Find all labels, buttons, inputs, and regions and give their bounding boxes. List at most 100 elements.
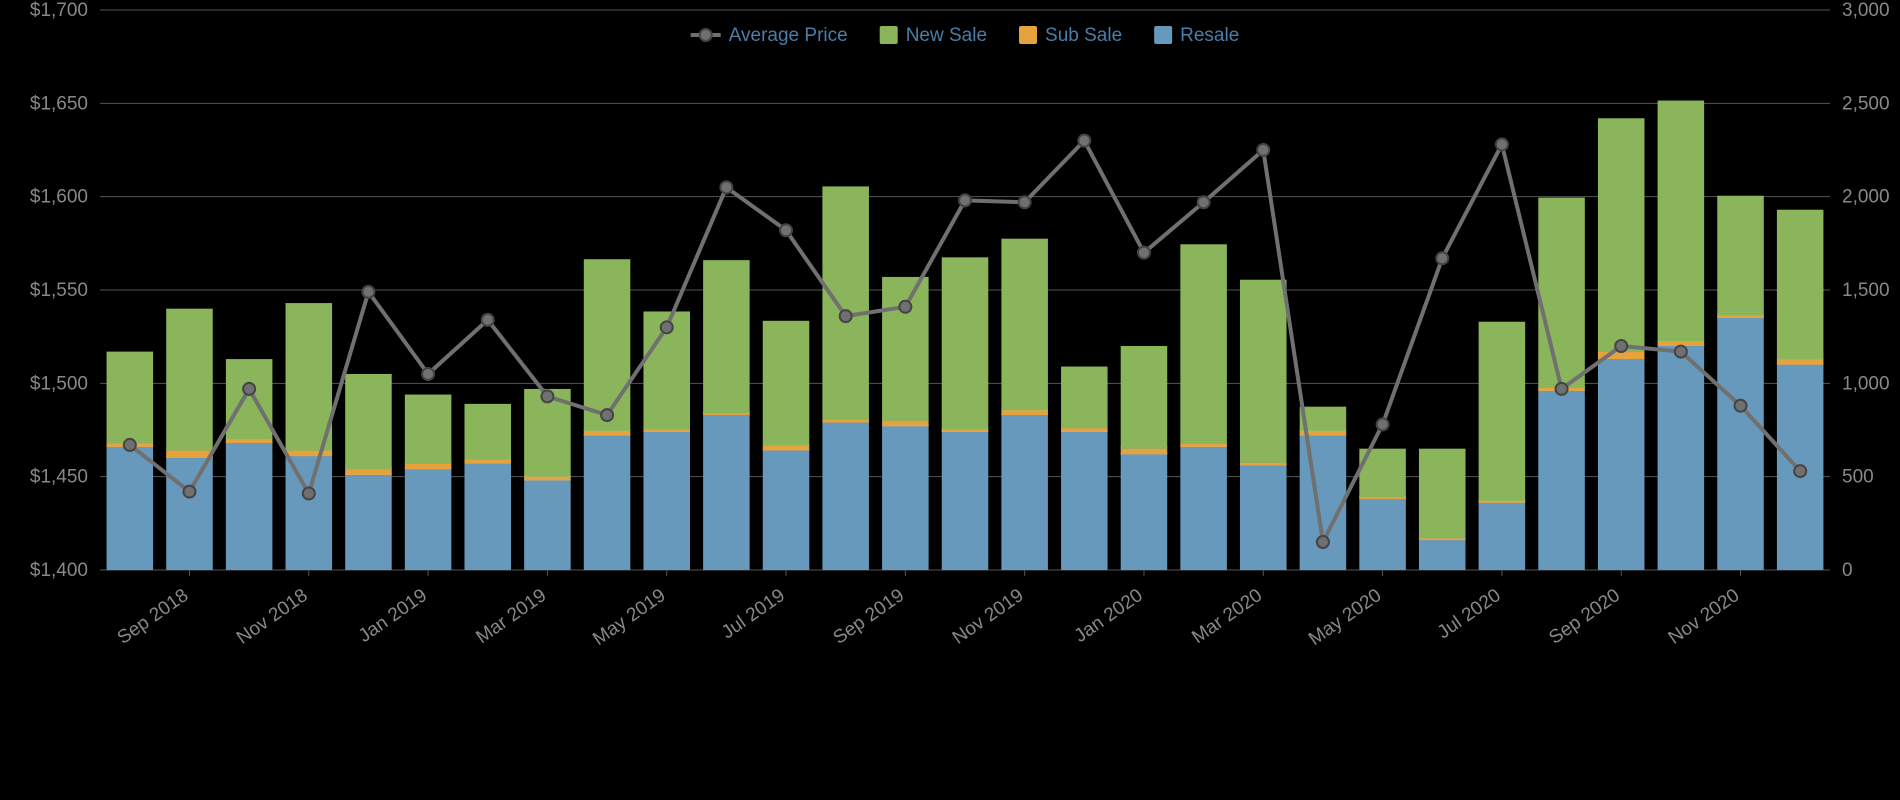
bar-newsale [286, 303, 333, 450]
bar-resale [107, 447, 154, 570]
bar-resale [643, 432, 690, 570]
bar-resale [584, 436, 631, 570]
bar-newsale [1658, 101, 1705, 342]
bar-subsale [405, 464, 452, 470]
legend-item[interactable]: New Sale [880, 25, 987, 46]
bar-subsale [1061, 428, 1108, 432]
legend-swatch-icon [1019, 26, 1037, 44]
bar-resale [822, 423, 869, 570]
legend-label: Sub Sale [1045, 25, 1122, 46]
y-left-tick-label: $1,550 [30, 280, 88, 301]
bar-resale [166, 458, 213, 570]
bar-newsale [166, 309, 213, 451]
bar-resale [1180, 447, 1227, 570]
avg-price-marker [1556, 383, 1568, 395]
legend-label: New Sale [906, 25, 987, 46]
bar-newsale [1717, 196, 1764, 315]
legend-label: Average Price [729, 25, 848, 46]
bar-subsale [1001, 410, 1048, 415]
avg-price-marker [422, 368, 434, 380]
bar-resale [1240, 465, 1287, 570]
avg-price-marker [243, 383, 255, 395]
bar-newsale [882, 277, 929, 421]
price-volume-chart: $1,400$1,450$1,500$1,550$1,600$1,650$1,7… [0, 0, 1900, 800]
bar-resale [763, 451, 810, 570]
bar-newsale [1479, 322, 1526, 501]
bar-subsale [166, 451, 213, 458]
bar-resale [524, 480, 571, 570]
bar-subsale [1717, 315, 1764, 318]
bar-newsale [107, 352, 154, 443]
avg-price-marker [1198, 196, 1210, 208]
avg-price-marker [482, 314, 494, 326]
bar-newsale [584, 259, 631, 431]
bar-newsale [464, 404, 511, 460]
avg-price-marker [1257, 144, 1269, 156]
bar-resale [1598, 359, 1645, 570]
bar-subsale [822, 420, 869, 423]
y-right-tick-label: 2,500 [1842, 93, 1890, 114]
bar-subsale [643, 429, 690, 432]
bar-resale [1538, 391, 1585, 570]
bar-resale [1061, 432, 1108, 570]
bar-subsale [584, 431, 631, 436]
bar-resale [226, 443, 273, 570]
avg-price-marker [1078, 135, 1090, 147]
bar-resale [405, 469, 452, 570]
bar-newsale [1598, 118, 1645, 351]
avg-price-marker [720, 181, 732, 193]
y-left-tick-label: $1,450 [30, 467, 88, 488]
legend-label: Resale [1180, 25, 1239, 46]
y-right-tick-label: 1,500 [1842, 280, 1890, 301]
bar-resale [464, 464, 511, 570]
bar-newsale [405, 395, 452, 464]
bar-resale [703, 415, 750, 570]
legend-item[interactable]: Sub Sale [1019, 25, 1122, 46]
bar-resale [1300, 436, 1347, 570]
bar-newsale [1121, 346, 1168, 449]
bar-newsale [822, 186, 869, 419]
avg-price-marker [183, 486, 195, 498]
bar-newsale [942, 257, 989, 429]
y-right-tick-label: 2,000 [1842, 187, 1890, 208]
bar-subsale [942, 429, 989, 432]
bar-subsale [1419, 538, 1466, 540]
bar-subsale [1359, 497, 1406, 499]
legend-swatch-icon [880, 26, 898, 44]
bar-newsale [1538, 198, 1585, 388]
y-left-tick-label: $1,400 [30, 560, 88, 581]
avg-price-marker [124, 439, 136, 451]
bar-subsale [763, 446, 810, 451]
bar-resale [882, 426, 929, 570]
bar-subsale [1121, 449, 1168, 455]
avg-price-marker [1436, 252, 1448, 264]
chart-svg: $1,400$1,450$1,500$1,550$1,600$1,650$1,7… [0, 0, 1900, 800]
y-left-tick-label: $1,600 [30, 187, 88, 208]
bar-newsale [1419, 449, 1466, 539]
avg-price-marker [1138, 247, 1150, 259]
bar-newsale [345, 374, 392, 469]
avg-price-marker [780, 224, 792, 236]
bar-newsale [763, 321, 810, 446]
avg-price-marker [362, 286, 374, 298]
bar-newsale [1240, 280, 1287, 463]
bar-newsale [1061, 367, 1108, 429]
avg-price-marker [899, 301, 911, 313]
bar-resale [1001, 415, 1048, 570]
avg-price-marker [1675, 346, 1687, 358]
avg-price-marker [303, 487, 315, 499]
avg-price-marker [959, 194, 971, 206]
y-left-tick-label: $1,700 [30, 0, 88, 21]
bar-subsale [882, 421, 929, 427]
avg-price-marker [1019, 196, 1031, 208]
bar-newsale [226, 359, 273, 439]
legend-item[interactable]: Resale [1154, 25, 1239, 46]
bar-subsale [345, 469, 392, 475]
bar-newsale [1777, 210, 1824, 359]
legend-swatch-icon [1154, 26, 1172, 44]
bar-subsale [286, 451, 333, 457]
avg-price-marker [601, 409, 613, 421]
bar-subsale [524, 477, 571, 481]
bar-resale [1658, 346, 1705, 570]
avg-price-marker [541, 390, 553, 402]
